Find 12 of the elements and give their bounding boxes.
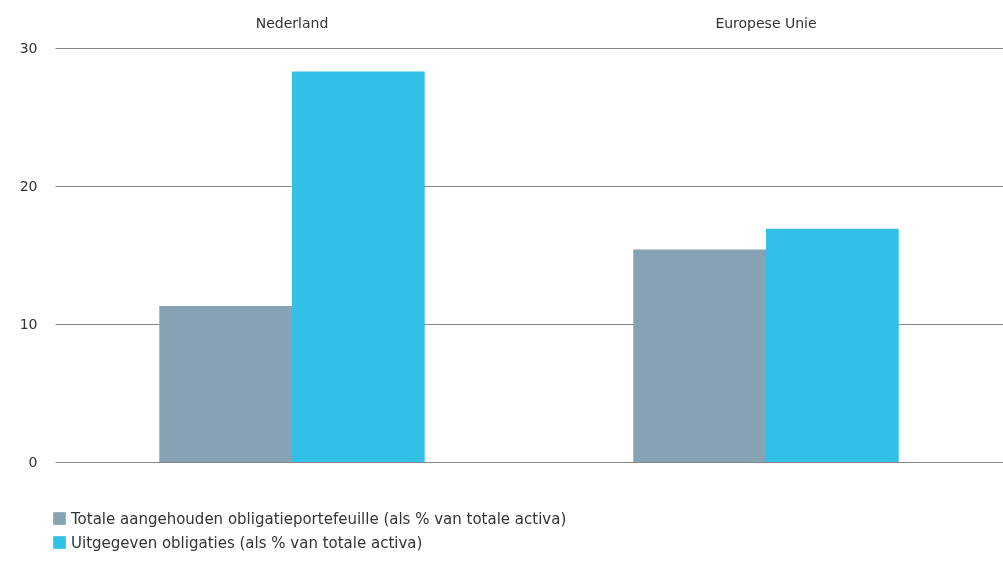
y-tick-label: 0 bbox=[28, 453, 38, 470]
legend-label: Uitgegeven obligaties (als % van totale activa) bbox=[71, 533, 423, 552]
y-tick-label: 10 bbox=[19, 315, 38, 332]
bar bbox=[633, 249, 766, 462]
x-tick-label: Nederland bbox=[255, 14, 329, 31]
y-tick-label: 20 bbox=[19, 177, 38, 194]
bar bbox=[159, 306, 292, 462]
x-tick-label: Europese Unie bbox=[715, 14, 817, 31]
y-tick-label: 30 bbox=[19, 39, 38, 56]
bar bbox=[292, 71, 425, 462]
legend-label: Totale aangehouden obligatieportefeuille (als % van totale activa) bbox=[70, 509, 567, 528]
bar bbox=[766, 228, 899, 462]
